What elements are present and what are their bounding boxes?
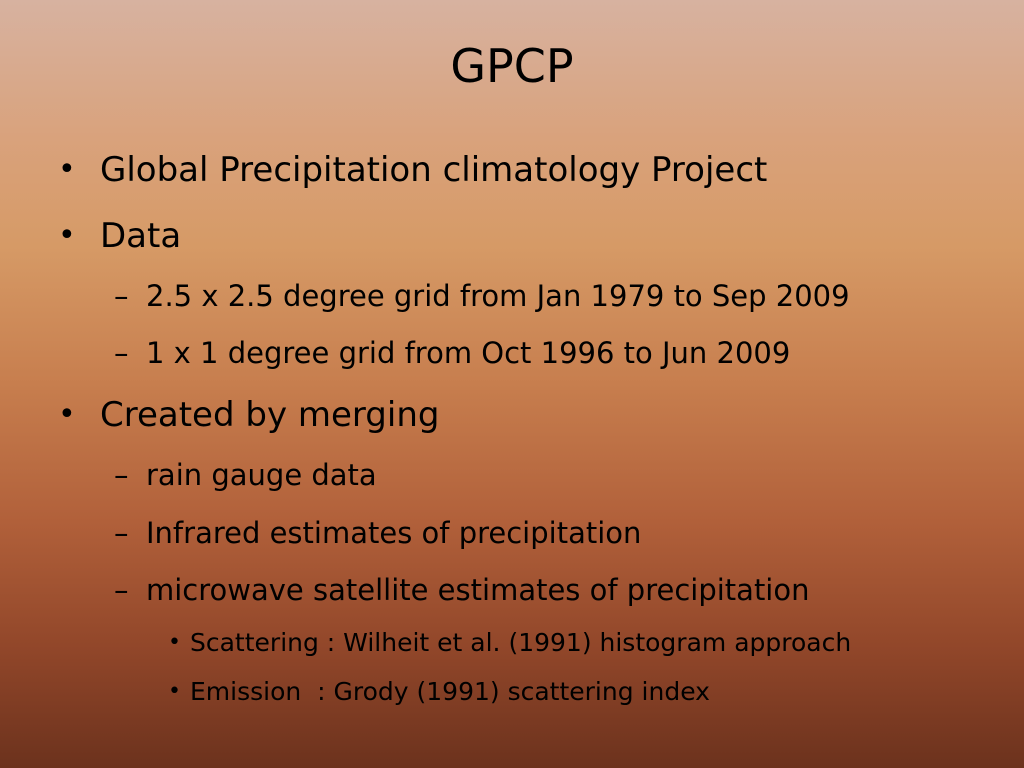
bullet-marker: • [168, 630, 181, 655]
sub-bullet-item: – 2.5 x 2.5 degree grid from Jan 1979 to… [114, 277, 850, 315]
sub-bullet-text: 2.5 x 2.5 degree grid from Jan 1979 to S… [146, 279, 850, 313]
bullet-marker: • [58, 152, 76, 187]
dash-marker: – [114, 516, 129, 550]
sub-bullet-text: rain gauge data [146, 458, 377, 492]
bullet-marker: • [58, 397, 76, 432]
dash-marker: – [114, 279, 129, 313]
sub-bullet-item: – microwave satellite estimates of preci… [114, 571, 810, 609]
bullet-item: • Global Precipitation climatology Proje… [58, 148, 768, 192]
dash-marker: – [114, 573, 129, 607]
sub-bullet-text: 1 x 1 degree grid from Oct 1996 to Jun 2… [146, 336, 791, 370]
bullet-text: Global Precipitation climatology Project [100, 150, 768, 190]
dash-marker: – [114, 458, 129, 492]
sub-sub-bullet-text: Emission : Grody (1991) scattering index [190, 677, 710, 706]
sub-bullet-item: – Infrared estimates of precipitation [114, 514, 642, 552]
sub-sub-bullet-item: • Scattering : Wilheit et al. (1991) his… [168, 626, 852, 660]
bullet-text: Created by merging [100, 395, 440, 435]
sub-sub-bullet-text: Scattering : Wilheit et al. (1991) histo… [190, 628, 852, 657]
sub-bullet-item: – rain gauge data [114, 456, 377, 494]
dash-marker: – [114, 336, 129, 370]
slide-title: GPCP [450, 39, 574, 93]
sub-sub-bullet-item: • Emission : Grody (1991) scattering ind… [168, 675, 710, 709]
bullet-text: Data [100, 216, 182, 256]
sub-bullet-text: microwave satellite estimates of precipi… [146, 573, 810, 607]
bullet-marker: • [58, 218, 76, 253]
bullet-item: • Data [58, 214, 182, 258]
sub-bullet-item: – 1 x 1 degree grid from Oct 1996 to Jun… [114, 334, 791, 372]
bullet-item: • Created by merging [58, 393, 440, 437]
bullet-marker: • [168, 679, 181, 704]
sub-bullet-text: Infrared estimates of precipitation [146, 516, 642, 550]
